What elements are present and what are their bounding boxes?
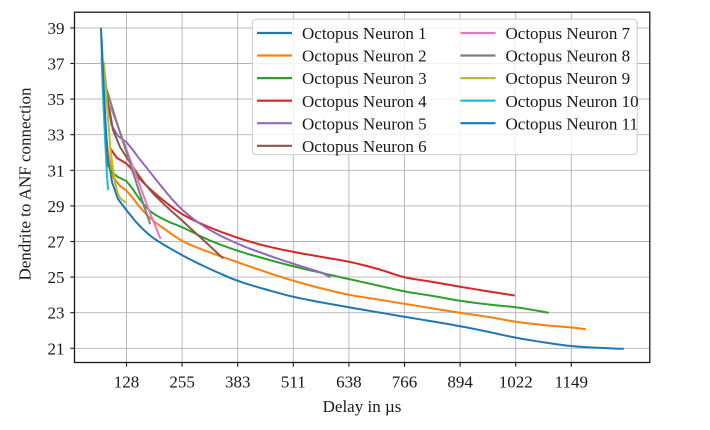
svg-text:383: 383	[225, 373, 251, 392]
svg-text:Octopus Neuron 5: Octopus Neuron 5	[302, 114, 427, 133]
svg-text:Octopus Neuron 4: Octopus Neuron 4	[302, 92, 427, 111]
svg-text:29: 29	[48, 197, 65, 216]
svg-text:638: 638	[336, 373, 362, 392]
svg-text:1149: 1149	[555, 373, 588, 392]
svg-text:21: 21	[48, 339, 65, 358]
svg-text:Octopus Neuron 10: Octopus Neuron 10	[506, 92, 639, 111]
svg-text:25: 25	[48, 268, 65, 287]
svg-text:Delay in µs: Delay in µs	[323, 397, 402, 416]
svg-text:Octopus Neuron 2: Octopus Neuron 2	[302, 47, 427, 66]
svg-text:Octopus Neuron 8: Octopus Neuron 8	[506, 47, 631, 66]
svg-text:35: 35	[48, 90, 65, 109]
svg-text:27: 27	[48, 233, 66, 252]
svg-text:511: 511	[281, 373, 306, 392]
svg-text:Octopus Neuron 11: Octopus Neuron 11	[506, 114, 639, 133]
svg-text:Octopus Neuron 9: Octopus Neuron 9	[506, 69, 631, 88]
svg-text:Octopus Neuron 6: Octopus Neuron 6	[302, 137, 427, 156]
svg-text:37: 37	[48, 55, 66, 74]
svg-text:894: 894	[447, 373, 473, 392]
svg-text:Octopus Neuron 3: Octopus Neuron 3	[302, 69, 427, 88]
svg-text:Octopus Neuron 1: Octopus Neuron 1	[302, 24, 427, 43]
svg-text:39: 39	[48, 19, 65, 38]
svg-text:Dendrite to ANF connection: Dendrite to ANF connection	[16, 87, 35, 281]
svg-text:23: 23	[48, 304, 65, 323]
svg-text:Octopus Neuron 7: Octopus Neuron 7	[506, 24, 631, 43]
svg-text:33: 33	[48, 126, 65, 145]
svg-text:766: 766	[392, 373, 418, 392]
svg-text:255: 255	[169, 373, 195, 392]
svg-text:1022: 1022	[499, 373, 533, 392]
svg-text:31: 31	[48, 161, 65, 180]
svg-text:128: 128	[114, 373, 140, 392]
